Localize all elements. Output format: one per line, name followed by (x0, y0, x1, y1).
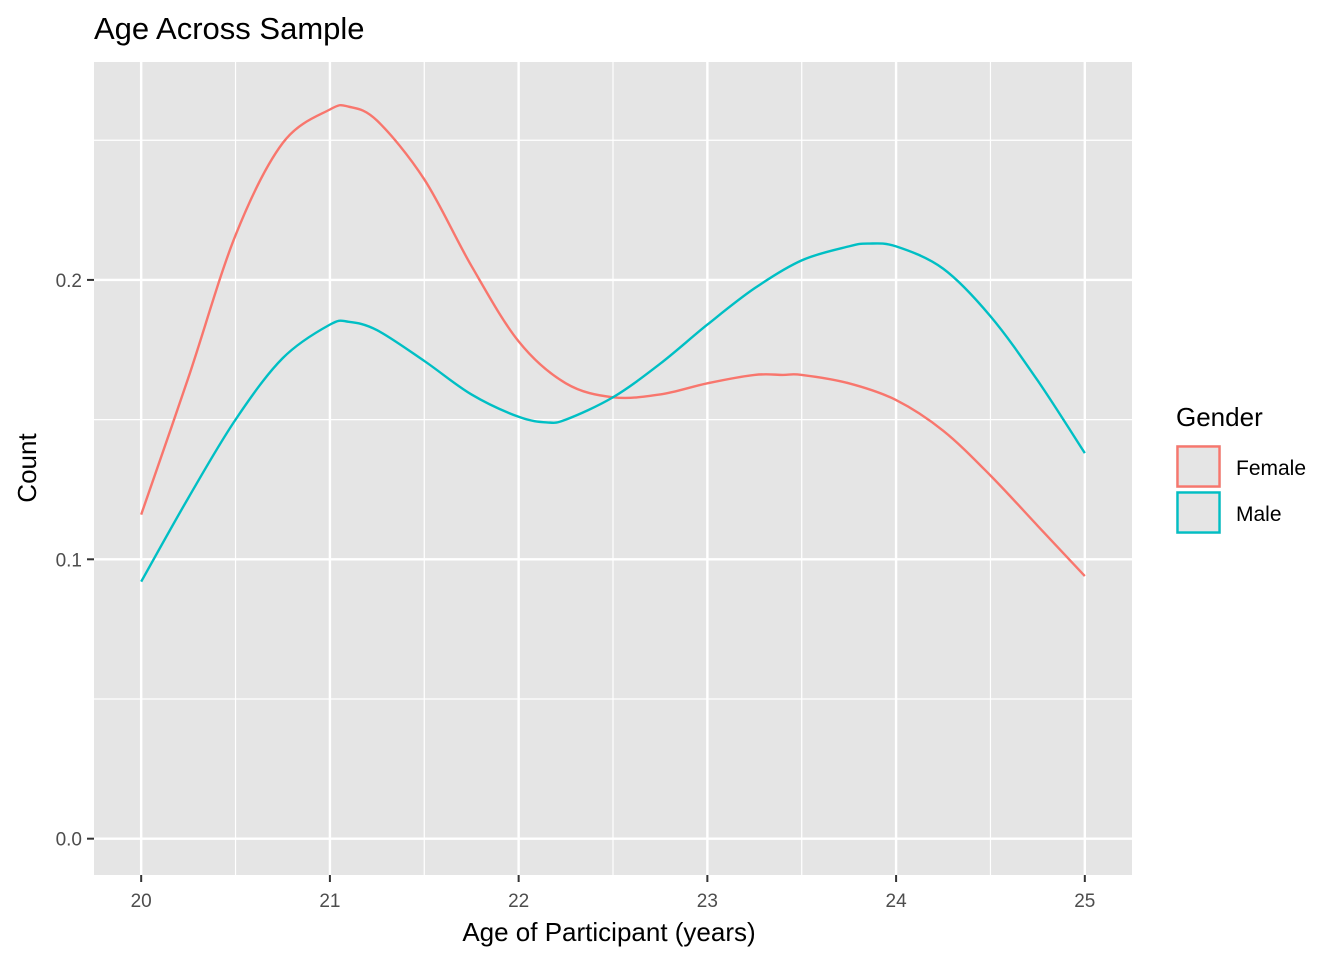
major-gridlines (94, 62, 1132, 875)
series-lines (140, 103, 1086, 583)
x-tick-label: 20 (131, 891, 152, 912)
legend-key-female (1176, 445, 1221, 488)
minor-gridlines (94, 62, 1132, 875)
y-axis-title: Count (12, 433, 42, 503)
series-line-female (140, 103, 1086, 577)
legend-label-female: Female (1236, 457, 1306, 480)
series-line-male (140, 242, 1086, 583)
x-tick-label: 24 (886, 891, 908, 912)
x-axis-title: Age of Participant (years) (462, 917, 755, 947)
x-tick-label: 21 (319, 891, 340, 912)
x-tick-label: 25 (1074, 891, 1095, 912)
x-tick-label: 22 (508, 891, 529, 912)
legend-key-background (1176, 491, 1221, 534)
x-tick-label: 23 (697, 891, 718, 912)
y-tick-label: 0.1 (56, 550, 82, 571)
legend: Gender Female Male (1176, 402, 1306, 534)
legend-title: Gender (1176, 402, 1263, 432)
y-axis-ticks: 0.0 0.1 0.2 (56, 271, 94, 851)
y-tick-label: 0.2 (56, 271, 82, 292)
legend-key-background (1176, 445, 1221, 488)
y-tick-label: 0.0 (56, 830, 82, 851)
legend-key-male (1176, 491, 1221, 534)
x-axis-ticks: 20 21 22 23 24 25 (131, 875, 1095, 912)
chart-title: Age Across Sample (94, 11, 365, 46)
legend-label-male: Male (1236, 503, 1282, 526)
